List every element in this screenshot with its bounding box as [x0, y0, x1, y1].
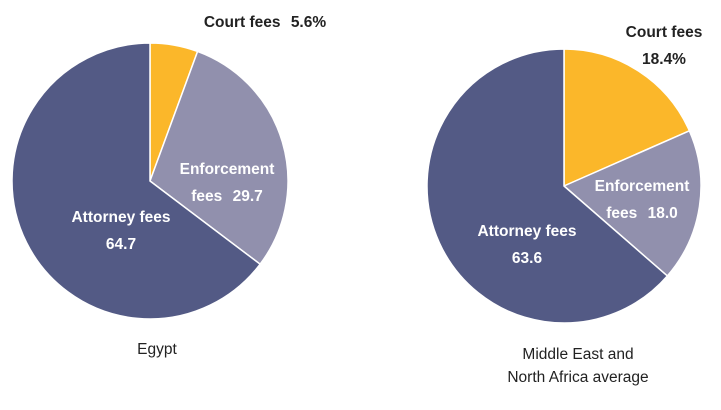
slice-label: Court fees 18.4% [612, 19, 716, 73]
pie-caption: Egypt [137, 341, 177, 358]
value-label: 5.6% [290, 14, 327, 31]
slice-label: Court fees 5.6% [200, 9, 330, 36]
value-label: 63.6 [511, 250, 543, 267]
slice-label: Enforcement fees 29.7 [169, 156, 285, 210]
pie-slice [149, 50, 289, 266]
pie-slice [426, 48, 669, 324]
category-label: Enforcement fees [594, 178, 690, 222]
value-label: 29.7 [232, 188, 263, 205]
pie-slice [11, 42, 262, 320]
pie-caption: Middle East and North Africa average [507, 346, 649, 386]
slice-label: Enforcement fees 18.0 [586, 173, 698, 227]
pie-slice [562, 129, 702, 278]
category-label: Court fees [625, 24, 703, 41]
value-label: 18.0 [647, 205, 678, 222]
value-label: 18.4% [642, 51, 686, 68]
value-label: 64.7 [105, 236, 137, 253]
category-label: Court fees [203, 14, 281, 31]
category-label: Enforcement fees [179, 161, 275, 205]
slice-label: Attorney fees 63.6 [452, 218, 602, 272]
pie-slice [563, 48, 691, 188]
category-label: Attorney fees [477, 223, 577, 240]
category-label: Attorney fees [71, 209, 171, 226]
slice-label: Attorney fees 64.7 [46, 204, 196, 258]
